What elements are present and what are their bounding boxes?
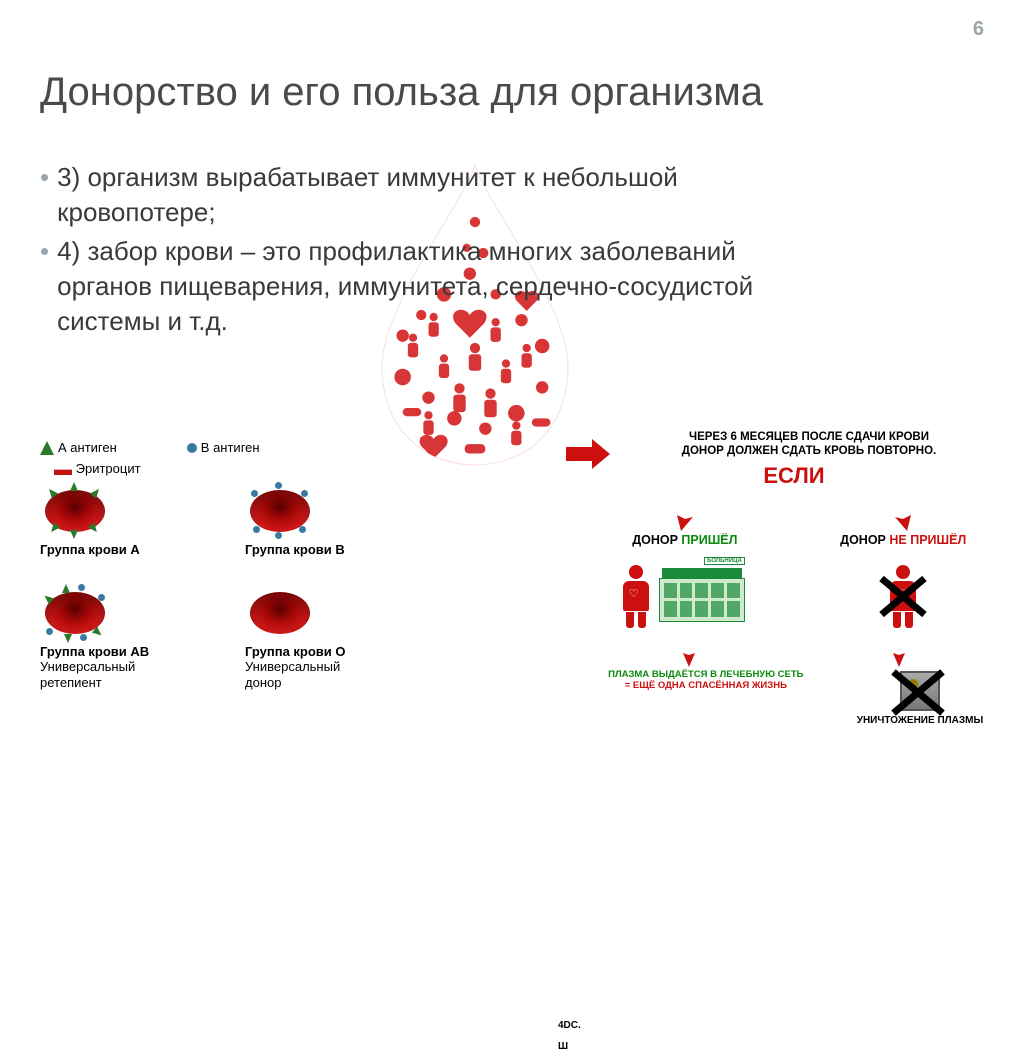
hospital-label: БОЛЬНИЦА xyxy=(704,557,745,565)
outcome-left: ПЛАЗМА ВЫДАЁТСЯ В ЛЕЧЕБНУЮ СЕТЬ = ЕЩЁ ОД… xyxy=(584,669,828,726)
branch-not-came: ДОНОР НЕ ПРИШЁЛ xyxy=(802,533,1004,637)
bullet-list: • 3) организм вырабатывает иммунитет к н… xyxy=(40,160,760,343)
legend-erythrocyte-label: Эритроцит xyxy=(76,461,141,476)
arrow-down-right-icon xyxy=(885,497,913,533)
group-o-cell: Группа крови О Универсальный донор xyxy=(245,588,410,691)
outcome-left-line2: = ЕЩЁ ОДНА СПАСЁННАЯ ЖИЗНЬ xyxy=(584,680,828,691)
group-b-cell: Группа крови В xyxy=(245,486,410,558)
blood-groups-diagram: А антиген В антиген ▬ Эритроцит Группа к… xyxy=(40,440,410,690)
page-number: 6 xyxy=(973,18,984,41)
rbc-o-icon xyxy=(245,588,315,638)
branch-came: ДОНОР ПРИШЁЛ БОЛЬНИЦА xyxy=(584,533,786,637)
rbc-b-icon xyxy=(245,486,315,536)
group-o-sub: Универсальный донор xyxy=(245,659,410,690)
bullet-item: • 3) организм вырабатывает иммунитет к н… xyxy=(40,160,760,230)
outcome-right-label: УНИЧТОЖЕНИЕ ПЛАЗМЫ xyxy=(836,715,1004,726)
group-b-label: Группа крови В xyxy=(245,542,410,558)
small-arrow-down-right-icon xyxy=(889,641,909,667)
flow-esli-text: ЕСЛИ xyxy=(584,463,1004,489)
group-ab-cell: Группа крови АВ Универсальный ретепиент xyxy=(40,588,205,691)
side-label-2: Ш xyxy=(558,1041,581,1052)
bullet-text: 4) забор крови – это профилактика многих… xyxy=(57,234,760,339)
group-ab-sub: Универсальный ретепиент xyxy=(40,659,205,690)
bullet-item: • 4) забор крови – это профилактика мног… xyxy=(40,234,760,339)
donor-flow-diagram: ЧЕРЕЗ 6 МЕСЯЦЕВ ПОСЛЕ СДАЧИ КРОВИ ДОНОР … xyxy=(584,430,1004,726)
slide-title: Донорство и его польза для организма xyxy=(40,70,763,115)
dot-blue-icon xyxy=(187,443,197,453)
safe-crossed-icon xyxy=(898,671,942,711)
group-o-label: Группа крови О xyxy=(245,644,410,660)
legend-a-antigen: А антиген xyxy=(40,440,117,455)
side-label-1: 4DC. xyxy=(558,1020,581,1031)
legend-row: А антиген В антиген xyxy=(40,440,410,455)
group-a-cell: Группа крови А xyxy=(40,486,205,558)
hospital-icon: БОЛЬНИЦА xyxy=(657,568,747,626)
person-icon xyxy=(623,565,649,629)
outcome-right: УНИЧТОЖЕНИЕ ПЛАЗМЫ xyxy=(836,669,1004,726)
came-label: ПРИШЁЛ xyxy=(681,533,737,547)
flow-side-labels: 4DC. Ш xyxy=(558,1020,581,1052)
group-ab-label: Группа крови АВ xyxy=(40,644,205,660)
bullet-dot-icon: • xyxy=(40,160,49,230)
legend-b-antigen: В антиген xyxy=(187,440,260,455)
outcome-left-line1: ПЛАЗМА ВЫДАЁТСЯ В ЛЕЧЕБНУЮ СЕТЬ xyxy=(584,669,828,680)
person-crossed-icon xyxy=(888,565,918,629)
arrow-down-left-icon xyxy=(675,497,703,533)
flow-split-arrows xyxy=(584,497,1004,531)
rbc-ab-icon xyxy=(40,588,110,638)
group-a-label: Группа крови А xyxy=(40,542,205,558)
legend-b-label: В антиген xyxy=(201,440,260,455)
not-came-label: НЕ ПРИШЁЛ xyxy=(889,533,966,547)
bullet-dot-icon: • xyxy=(40,234,49,339)
small-arrow-down-left-icon xyxy=(679,641,699,667)
legend-a-label: А антиген xyxy=(58,440,117,455)
bullet-text: 3) организм вырабатывает иммунитет к неб… xyxy=(57,160,760,230)
rbc-a-icon xyxy=(40,486,110,536)
donor-word-left: ДОНОР xyxy=(632,533,678,547)
donor-word-right: ДОНОР xyxy=(840,533,886,547)
legend-erythrocyte: ▬ Эритроцит xyxy=(54,459,410,480)
triangle-green-icon xyxy=(40,441,54,455)
flow-top-text: ЧЕРЕЗ 6 МЕСЯЦЕВ ПОСЛЕ СДАЧИ КРОВИ ДОНОР … xyxy=(614,430,1004,459)
